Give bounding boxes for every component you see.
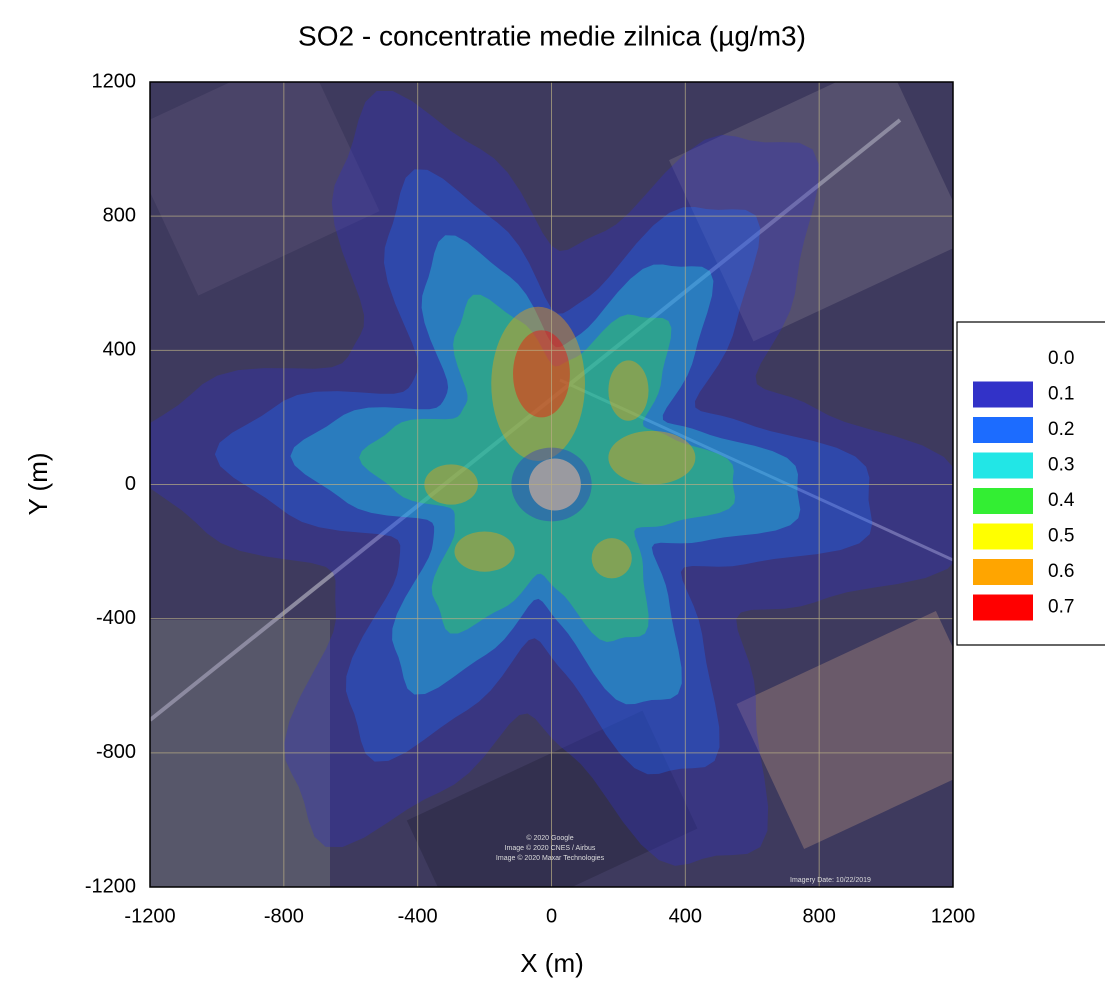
legend-swatch: [973, 453, 1033, 479]
annotation: Image © 2020 Maxar Technologies: [496, 854, 605, 862]
contour-region: [608, 360, 648, 420]
x-tick-label: -1200: [124, 905, 175, 927]
legend-label: 0.7: [1048, 597, 1074, 618]
y-tick-label: 400: [103, 339, 136, 361]
legend-label: 0.6: [1048, 561, 1074, 582]
annotation: Imagery Date: 10/22/2019: [790, 877, 871, 884]
legend-label: 0.1: [1048, 384, 1074, 405]
annotation: © 2020 Google: [526, 834, 573, 842]
contour-region: [608, 431, 695, 485]
y-tick-label: 800: [103, 204, 136, 226]
y-axis-label: Y (m): [23, 452, 53, 515]
y-tick-label: -800: [96, 741, 136, 763]
x-tick-label: -400: [398, 905, 438, 927]
legend-swatch: [973, 417, 1033, 443]
contour-region: [592, 538, 632, 578]
legend-swatch: [973, 524, 1033, 550]
y-tick-label: 0: [125, 473, 136, 495]
y-tick-label: -1200: [85, 875, 136, 897]
contour-region: [454, 531, 514, 571]
x-tick-label: 800: [802, 905, 835, 927]
legend-swatch: [973, 488, 1033, 514]
x-tick-label: -800: [264, 905, 304, 927]
annotation: Image © 2020 CNES / Airbus: [505, 844, 596, 852]
legend-swatch: [973, 559, 1033, 585]
legend-swatch: [973, 382, 1033, 408]
legend-label: 0.4: [1048, 490, 1075, 511]
x-tick-label: 1200: [931, 905, 976, 927]
legend-label: 0.3: [1048, 455, 1074, 476]
chart-title: SO2 - concentratie medie zilnica (µg/m3): [298, 20, 806, 51]
y-tick-label: 1200: [92, 70, 137, 92]
x-axis-label: X (m): [520, 948, 584, 978]
contour-region: [513, 330, 570, 417]
x-tick-label: 0: [546, 905, 557, 927]
legend-label: 0.2: [1048, 419, 1074, 440]
legend-label: 0.0: [1048, 348, 1074, 369]
legend-swatch: [973, 595, 1033, 621]
y-tick-label: -400: [96, 607, 136, 629]
legend-label: 0.5: [1048, 526, 1074, 547]
x-tick-label: 400: [669, 905, 702, 927]
chart: SO2 - concentratie medie zilnica (µg/m3)…: [0, 0, 1105, 993]
